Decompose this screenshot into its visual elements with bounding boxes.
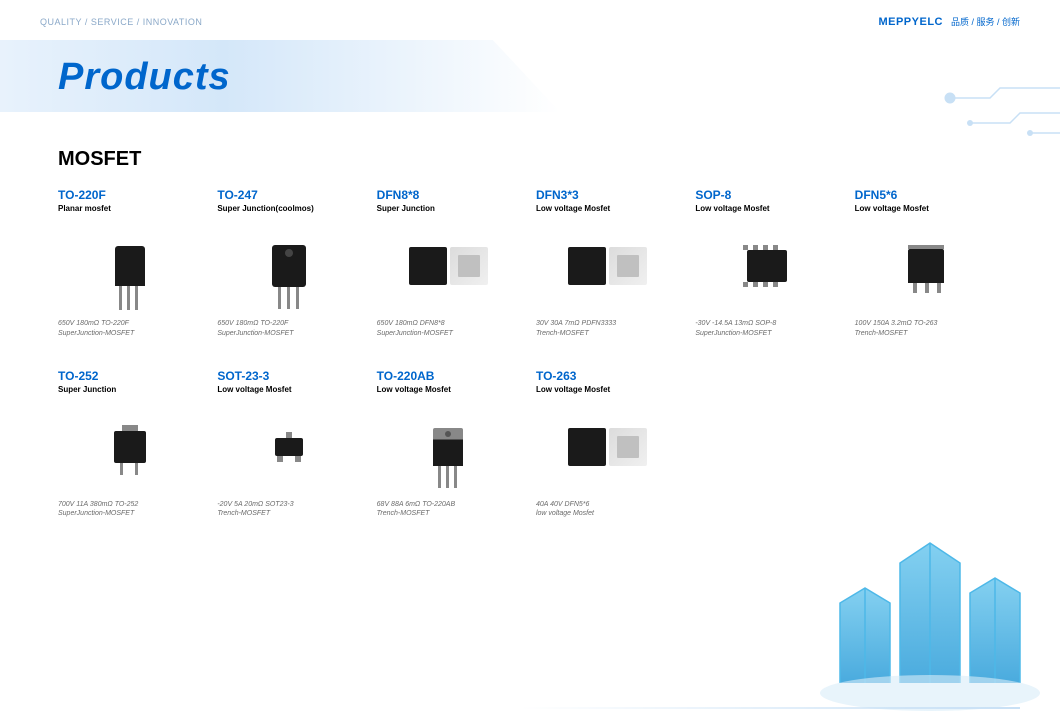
brand-logo: MEPPYELC: [878, 16, 943, 28]
hero-title: Products: [58, 56, 231, 99]
product-card: SOP-8 Low voltage Mosfet -30V -14.5A 13mΩ …: [695, 188, 838, 339]
product-image: [536, 404, 679, 490]
product-title: DFN8*8: [377, 188, 520, 202]
product-card: TO-263 Low voltage Mosfet 40A 40V DFN5*6lo…: [536, 369, 679, 520]
product-subtitle: Super Junction: [58, 385, 201, 394]
product-subtitle: Low voltage Mosfet: [377, 385, 520, 394]
product-desc: 100V 150A 3.2mΩ TO-263Trench-MOSFET: [855, 319, 998, 339]
product-card: TO-220F Planar mosfet 650V 180mΩ TO-220FSu…: [58, 188, 201, 339]
product-image: [695, 223, 838, 309]
product-title: TO-247: [217, 188, 360, 202]
product-card: SOT-23-3 Low voltage Mosfet -20V 5A 20mΩ S…: [217, 369, 360, 520]
product-desc: 30V 30A 7mΩ PDFN3333Trench-MOSFET: [536, 319, 679, 339]
chip-icon: [275, 438, 303, 456]
product-title: TO-220F: [58, 188, 201, 202]
product-title: TO-252: [58, 369, 201, 383]
chip-icon: [115, 246, 145, 286]
product-image: [536, 223, 679, 309]
circuit-decoration: [890, 78, 1060, 158]
product-subtitle: Low voltage Mosfet: [695, 204, 838, 213]
brand-right: MEPPYELC 品质 / 服务 / 创新: [878, 15, 1020, 28]
tagline-left: QUALITY / SERVICE / INNOVATION: [40, 17, 202, 27]
product-subtitle: Super Junction: [377, 204, 520, 213]
product-desc: -20V 5A 20mΩ SOT23-3Trench-MOSFET: [217, 500, 360, 520]
product-card: DFN8*8 Super Junction 650V 180mΩ DFN8*8Sup…: [377, 188, 520, 339]
product-subtitle: Low voltage Mosfet: [536, 385, 679, 394]
product-card: TO-220AB Low voltage Mosfet 68V 88A 6mΩ TO…: [377, 369, 520, 520]
product-card: DFN5*6 Low voltage Mosfet 100V 150A 3.2mΩ …: [855, 188, 998, 339]
chip-icon: [568, 247, 647, 285]
product-subtitle: Low voltage Mosfet: [855, 204, 998, 213]
product-title: SOP-8: [695, 188, 838, 202]
product-subtitle: Low voltage Mosfet: [536, 204, 679, 213]
chip-icon: [409, 247, 488, 285]
chip-icon: [272, 245, 306, 287]
product-image: [217, 404, 360, 490]
product-card: DFN3*3 Low voltage Mosfet 30V 30A 7mΩ PDFN…: [536, 188, 679, 339]
product-desc: 68V 88A 6mΩ TO-220ABTrench-MOSFET: [377, 500, 520, 520]
product-card: TO-252 Super Junction 700V 11A 380mΩ TO-25…: [58, 369, 201, 520]
brand-tagline: 品质 / 服务 / 创新: [951, 15, 1020, 28]
product-desc: 700V 11A 380mΩ TO-252SuperJunction-MOSFE…: [58, 500, 201, 520]
product-image: [58, 223, 201, 309]
city-illustration: [780, 463, 1060, 723]
product-subtitle: Planar mosfet: [58, 204, 201, 213]
top-bar: QUALITY / SERVICE / INNOVATION MEPPYELC …: [40, 15, 1020, 28]
chip-icon: [114, 431, 146, 463]
section-title: MOSFET: [58, 148, 141, 171]
product-title: DFN5*6: [855, 188, 998, 202]
product-image: [217, 223, 360, 309]
product-title: SOT-23-3: [217, 369, 360, 383]
product-image: [377, 404, 520, 490]
chip-icon: [747, 250, 787, 282]
product-desc: 650V 180mΩ DFN8*8SuperJunction-MOSFET: [377, 319, 520, 339]
product-image: [855, 223, 998, 309]
product-image: [58, 404, 201, 490]
chip-icon: [433, 428, 463, 466]
chip-icon: [568, 428, 647, 466]
product-desc: 650V 180mΩ TO-220FSuperJunction-MOSFET: [58, 319, 201, 339]
product-title: TO-220AB: [377, 369, 520, 383]
bottom-bar: [520, 707, 1020, 709]
product-desc: 650V 180mΩ TO-220FSuperJunction-MOSFET: [217, 319, 360, 339]
product-subtitle: Low voltage Mosfet: [217, 385, 360, 394]
product-image: [377, 223, 520, 309]
product-card: TO-247 Super Junction(coolmos) 650V 180mΩ …: [217, 188, 360, 339]
product-desc: -30V -14.5A 13mΩ SOP-8SuperJunction-MOSF…: [695, 319, 838, 339]
chip-icon: [908, 249, 944, 283]
product-subtitle: Super Junction(coolmos): [217, 204, 360, 213]
product-title: TO-263: [536, 369, 679, 383]
product-title: DFN3*3: [536, 188, 679, 202]
product-desc: 40A 40V DFN5*6low voltage Mosfet: [536, 500, 679, 520]
